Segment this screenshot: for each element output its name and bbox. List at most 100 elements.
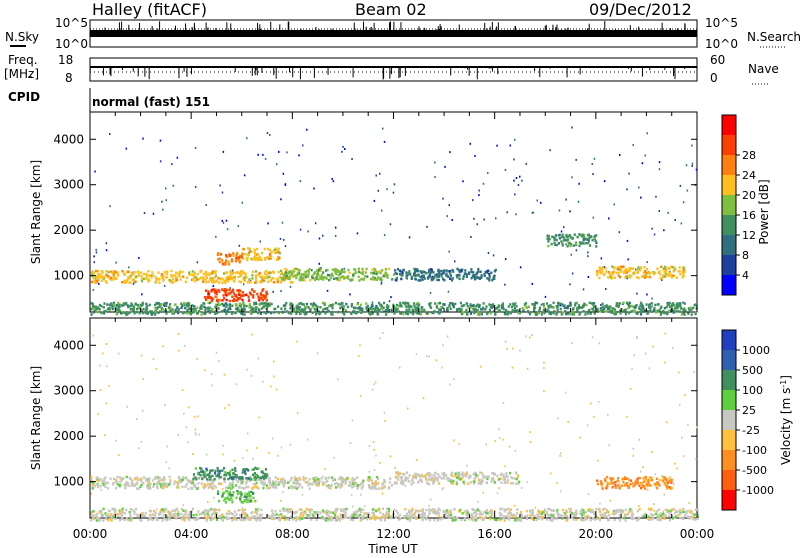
feature-point (451, 279, 453, 282)
feature-point (640, 308, 642, 311)
feature-point (360, 278, 362, 281)
feature-point (92, 270, 94, 273)
feature-point (245, 482, 247, 485)
feature-point (563, 239, 565, 242)
feature-point (204, 273, 206, 276)
scatter-point (515, 213, 517, 215)
feature-point (669, 306, 671, 309)
feature-point (309, 488, 311, 491)
feature-point (607, 308, 609, 311)
feature-point (229, 482, 231, 485)
feature-point (181, 271, 183, 274)
feature-point (451, 269, 453, 272)
feature-point (255, 259, 257, 262)
feature-point (157, 481, 159, 484)
feature-point (462, 475, 464, 478)
scatter-point (659, 168, 661, 170)
scatter-point (681, 437, 683, 439)
feature-point (642, 485, 644, 488)
feature-point (656, 487, 658, 490)
feature-point (205, 299, 207, 302)
scatter-point (443, 344, 445, 346)
scatter-point (507, 348, 509, 350)
feature-point (575, 518, 577, 521)
feature-point (297, 272, 299, 275)
feature-point (396, 308, 398, 311)
feature-point (330, 305, 332, 308)
scatter-point (277, 455, 279, 457)
feature-point (496, 475, 498, 478)
feature-point (254, 302, 256, 305)
feature-point (598, 277, 600, 280)
feature-point (507, 311, 509, 314)
feature-point (481, 313, 483, 316)
feature-point (260, 482, 262, 485)
feature-point (594, 235, 596, 238)
scatter-point (565, 199, 567, 201)
feature-point (317, 484, 319, 487)
feature-point (452, 277, 454, 280)
scatter-point (372, 302, 374, 304)
scatter-point (369, 471, 371, 473)
scatter-point (633, 144, 635, 146)
feature-point (657, 303, 659, 306)
feature-point (253, 290, 255, 293)
feature-point (124, 281, 126, 284)
scatter-point (649, 367, 651, 369)
feature-point (204, 296, 206, 299)
scatter-point (587, 252, 589, 254)
feature-point (426, 312, 428, 315)
feature-point (365, 307, 367, 310)
feature-point (604, 508, 606, 511)
feature-point (184, 485, 186, 488)
feature-point (357, 510, 359, 513)
feature-point (411, 278, 413, 281)
scatter-point (599, 503, 601, 505)
feature-point (626, 302, 628, 305)
feature-point (207, 309, 209, 312)
scatter-point (282, 222, 284, 224)
feature-point (512, 477, 514, 480)
feature-point (684, 271, 686, 274)
scatter-point (642, 466, 644, 468)
feature-point (228, 261, 230, 264)
scatter-point (166, 199, 168, 201)
feature-point (211, 479, 213, 482)
scatter-point (224, 407, 226, 409)
scatter-point (192, 453, 194, 455)
feature-point (375, 488, 377, 491)
feature-point (262, 279, 264, 282)
feature-point (483, 273, 485, 276)
feature-point (663, 517, 665, 520)
scatter-point (426, 355, 428, 357)
feature-point (191, 487, 193, 490)
feature-point (471, 516, 473, 519)
feature-point (372, 305, 374, 308)
scatter-point (519, 350, 521, 352)
feature-point (383, 310, 385, 313)
scatter-point (272, 291, 274, 293)
feature-point (462, 278, 464, 281)
scatter-point (407, 408, 409, 410)
feature-point (154, 477, 156, 480)
feature-point (197, 482, 199, 485)
feature-point (244, 496, 246, 499)
feature-point (694, 513, 696, 516)
feature-point (288, 487, 290, 490)
feature-point (93, 305, 95, 308)
feature-point (683, 312, 685, 315)
feature-point (483, 302, 485, 305)
feature-point (235, 308, 237, 311)
feature-point (612, 311, 614, 314)
feature-point (488, 279, 490, 282)
feature-point (595, 242, 597, 245)
nsky-tick-low: 10^0 (55, 37, 88, 51)
colorbar-swatch (722, 215, 736, 235)
feature-point (299, 483, 301, 486)
scatter-point (559, 210, 561, 212)
feature-point (237, 493, 239, 496)
feature-point (269, 477, 271, 480)
feature-point (427, 472, 429, 475)
feature-point (199, 513, 201, 516)
scatter-point (280, 238, 282, 240)
